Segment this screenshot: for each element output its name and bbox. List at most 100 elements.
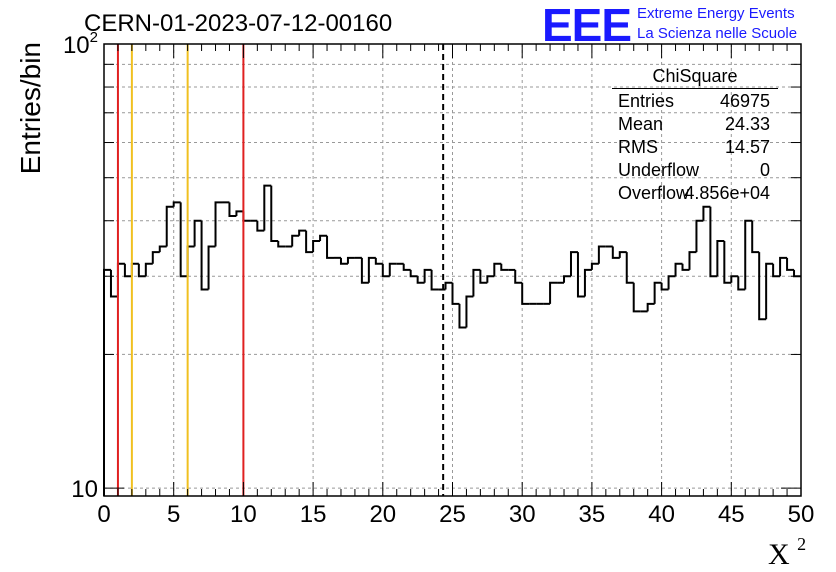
histogram-bin bbox=[500, 263, 509, 271]
histogram-bin bbox=[590, 262, 599, 270]
histogram-bin bbox=[646, 302, 655, 312]
stats-value: 4.856e+04 bbox=[684, 183, 770, 203]
histogram-bin bbox=[779, 256, 788, 277]
histogram-bin bbox=[270, 185, 279, 243]
y-tick-label: 102 bbox=[63, 29, 98, 59]
stats-row-entries: Entries 46975 bbox=[612, 91, 778, 114]
stats-label: Underflow bbox=[618, 160, 700, 180]
histogram-bin bbox=[765, 262, 774, 320]
histogram-bin bbox=[744, 219, 753, 290]
histogram-bin bbox=[416, 276, 425, 284]
histogram-bin bbox=[479, 269, 488, 284]
histogram-bin bbox=[186, 245, 195, 277]
histogram-bin bbox=[688, 251, 697, 270]
histogram-bin bbox=[381, 263, 390, 278]
histogram-bin bbox=[179, 202, 188, 278]
x-axis-label: X 2 bbox=[768, 534, 806, 571]
histogram-bin bbox=[326, 235, 335, 259]
x-tick-label: 30 bbox=[509, 501, 536, 528]
histogram-bin bbox=[737, 276, 746, 291]
stats-value: 14.57 bbox=[724, 137, 770, 157]
histogram-bin bbox=[123, 263, 132, 278]
stats-row-underflow: Underflow 0 bbox=[612, 160, 778, 183]
histogram-bin bbox=[109, 269, 118, 298]
histogram-bin bbox=[319, 234, 328, 242]
histogram-bin bbox=[423, 268, 432, 283]
histogram-bin bbox=[793, 269, 801, 278]
stats-value: 0 bbox=[759, 160, 770, 180]
histogram-bin bbox=[200, 220, 209, 291]
histogram-bin bbox=[632, 282, 641, 313]
y-tick-base: 10 bbox=[63, 32, 90, 59]
histogram-bin bbox=[256, 220, 265, 232]
histogram-bin bbox=[611, 246, 620, 259]
histogram-bin bbox=[569, 251, 578, 277]
histogram-bin bbox=[472, 268, 481, 297]
stats-value: 46975 bbox=[719, 91, 770, 111]
histogram-bin bbox=[702, 205, 711, 221]
histogram-bin bbox=[667, 275, 676, 290]
histogram-bin bbox=[339, 257, 348, 265]
histogram-bin bbox=[130, 262, 139, 277]
histogram-bin bbox=[214, 201, 223, 247]
histogram-bin bbox=[165, 205, 174, 247]
histogram-bin bbox=[172, 201, 181, 207]
x-tick-label: 35 bbox=[579, 501, 606, 528]
logo-line-2: La Scienza nelle Scuole bbox=[637, 25, 798, 42]
histogram-bin bbox=[576, 252, 585, 298]
histogram-bin bbox=[695, 219, 704, 253]
eee-logo: EEE Extreme Energy Events La Scienza nel… bbox=[540, 0, 836, 51]
x-axis-label-base: X bbox=[768, 538, 790, 571]
histogram-bin bbox=[514, 269, 523, 284]
stats-box: ChiSquare Entries 46975 Mean 24.33 RMS 1… bbox=[612, 66, 778, 206]
stats-row-overflow: Overflow 4.856e+04 bbox=[612, 183, 778, 206]
histogram-bin bbox=[465, 295, 474, 328]
x-tick-label: 20 bbox=[369, 501, 396, 528]
stats-label: Overflow bbox=[618, 183, 690, 203]
run-title: CERN-01-2023-07-12-00160 bbox=[84, 10, 393, 37]
histogram-bin bbox=[549, 281, 558, 304]
histogram-bin bbox=[402, 263, 411, 271]
histogram-bin bbox=[298, 229, 307, 236]
marker-lines bbox=[116, 44, 445, 496]
x-tick-label: 5 bbox=[167, 501, 180, 528]
histogram-bin bbox=[242, 211, 251, 222]
histogram-bin bbox=[235, 210, 244, 216]
histogram-bin bbox=[346, 256, 355, 264]
y-tick-exponent: 2 bbox=[90, 29, 98, 46]
x-tick-label: 0 bbox=[97, 501, 110, 528]
histogram-bin bbox=[716, 240, 725, 277]
histogram-bin bbox=[458, 303, 467, 329]
histogram-bin bbox=[103, 268, 111, 496]
histogram-bin bbox=[563, 275, 571, 283]
stats-row-mean: Mean 24.33 bbox=[612, 114, 778, 137]
x-tick-label: 40 bbox=[648, 501, 675, 528]
x-tick-label: 10 bbox=[230, 501, 257, 528]
stats-label: Mean bbox=[618, 114, 664, 134]
histogram-bin bbox=[374, 257, 383, 265]
histogram-bin bbox=[305, 230, 314, 254]
y-axis-label: Entries/bin bbox=[15, 42, 46, 174]
histogram-bin bbox=[493, 262, 502, 277]
histogram-bin bbox=[521, 282, 530, 305]
y-tick-label: 10 bbox=[71, 476, 98, 503]
histogram-bin bbox=[444, 281, 453, 290]
histogram-bin bbox=[158, 245, 167, 253]
histogram-bin bbox=[786, 257, 795, 271]
histogram-bin bbox=[681, 263, 690, 271]
histogram-bin bbox=[653, 281, 662, 304]
histogram-bin bbox=[730, 275, 739, 283]
stats-row-rms: RMS 14.57 bbox=[612, 137, 778, 160]
histogram-bin bbox=[674, 262, 683, 277]
x-tick-label: 15 bbox=[300, 501, 327, 528]
histogram-bin bbox=[228, 202, 237, 217]
histogram-bin bbox=[486, 275, 495, 283]
histogram-bin bbox=[409, 269, 418, 278]
histogram-bin bbox=[451, 282, 460, 305]
histogram-bin bbox=[151, 251, 160, 264]
histogram-bin bbox=[137, 263, 146, 278]
histogram-bin bbox=[772, 263, 781, 278]
histogram-bin bbox=[625, 252, 634, 284]
